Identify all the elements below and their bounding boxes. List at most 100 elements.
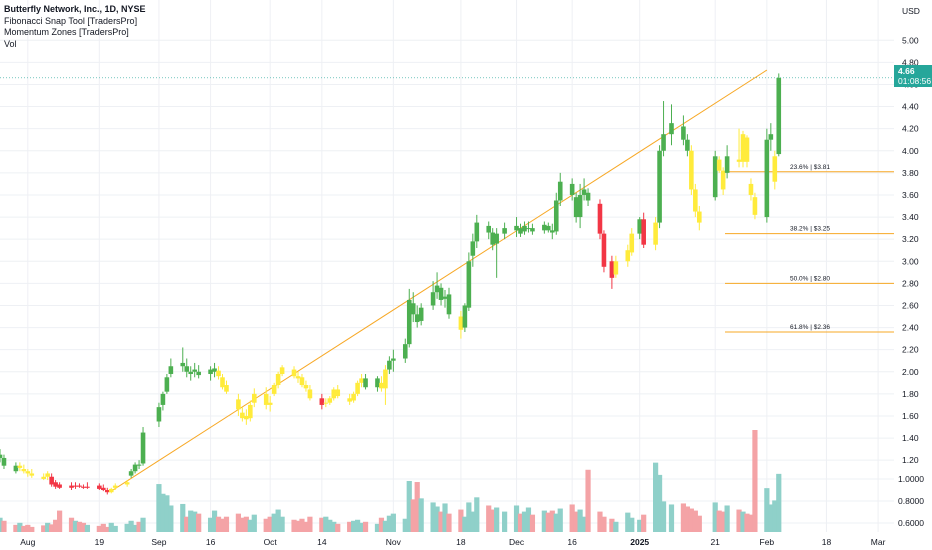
- volume-bar: [549, 510, 555, 532]
- candle-body: [406, 299, 412, 345]
- volume-bar: [625, 512, 631, 532]
- candle-body: [331, 389, 337, 399]
- volume-bar: [323, 516, 329, 532]
- volume-bar: [502, 511, 508, 532]
- candle-body: [104, 490, 110, 493]
- time-tick-label: Sep: [151, 537, 166, 547]
- candle-body: [248, 404, 253, 419]
- candle-body: [752, 197, 758, 215]
- volume-bar: [601, 516, 607, 532]
- candle-body: [387, 360, 392, 370]
- candle-body: [112, 485, 118, 488]
- candle-body: [379, 382, 384, 389]
- candle-body: [414, 314, 420, 323]
- volume-bar: [430, 502, 436, 532]
- candle-body: [192, 369, 197, 372]
- volume-bar: [140, 517, 146, 532]
- candle-body: [526, 228, 531, 230]
- candle-body: [546, 225, 551, 231]
- price-tick-label: 2.20: [902, 345, 919, 355]
- candle-body: [542, 224, 547, 231]
- time-tick-label: Feb: [760, 537, 775, 547]
- volume-bar: [442, 503, 448, 532]
- indicator-volume[interactable]: Vol: [4, 38, 17, 49]
- volume-bar: [438, 511, 444, 532]
- volume-bar: [696, 515, 702, 532]
- volume-bar: [744, 513, 750, 532]
- volume-bar: [112, 525, 118, 532]
- time-tick-label: Nov: [386, 537, 402, 547]
- candle-body: [17, 465, 23, 468]
- candle-body: [57, 484, 62, 488]
- time-tick-label: 18: [822, 537, 832, 547]
- volume-bar: [355, 519, 361, 532]
- time-tick-label: Mar: [871, 537, 886, 547]
- candle-body: [1, 457, 7, 466]
- candle-body: [768, 134, 774, 140]
- volume-bar: [529, 514, 536, 532]
- candle-body: [657, 150, 662, 223]
- volume-bar: [752, 430, 758, 532]
- volume-bar: [553, 513, 559, 532]
- volume-bar: [243, 516, 249, 532]
- volume-bar: [29, 526, 35, 532]
- volume-bar: [0, 517, 3, 532]
- candle-body: [669, 123, 674, 135]
- volume-bar: [434, 506, 440, 532]
- time-tick-label: 2025: [630, 537, 649, 547]
- last-price: 4.66: [898, 66, 915, 76]
- candle-body: [486, 225, 492, 233]
- candle-body: [355, 382, 360, 394]
- fib-level-label: 50.0% | $2.80: [790, 275, 830, 282]
- volume-bar: [307, 516, 313, 532]
- candle-body: [581, 189, 587, 195]
- candle-body: [689, 150, 694, 190]
- candle-body: [466, 261, 472, 308]
- volume-bar: [581, 516, 587, 532]
- candle-body: [335, 389, 341, 397]
- price-axis[interactable]: 5.004.804.604.404.204.003.803.603.403.20…: [898, 35, 924, 528]
- volume-bar: [291, 519, 297, 532]
- volume-bar: [215, 516, 222, 532]
- price-tick-label: 5.00: [902, 35, 919, 45]
- candle-body: [502, 228, 507, 234]
- candle-body: [625, 250, 631, 262]
- price-tick-label: 2.80: [902, 278, 919, 288]
- volume-bar: [637, 519, 643, 532]
- volume-bar: [1, 520, 7, 532]
- volume-bar: [207, 517, 214, 532]
- symbol-title[interactable]: Butterfly Network, Inc., 1D, NYSE: [4, 4, 146, 14]
- volume-bar: [108, 522, 114, 532]
- volume-bar: [192, 511, 198, 532]
- candle-body: [514, 225, 519, 231]
- indicator-momentum-zones[interactable]: Momentum Zones [TradersPro]: [4, 27, 129, 37]
- volume-bar: [362, 521, 369, 532]
- volume-bar: [275, 509, 281, 532]
- volume-bar: [251, 514, 257, 532]
- candle-body: [724, 156, 730, 173]
- price-tick-label: 2.60: [902, 300, 919, 310]
- candle-body: [744, 137, 750, 162]
- time-tick-label: 18: [456, 537, 466, 547]
- volume-bar: [72, 520, 79, 532]
- volume-bar: [49, 524, 55, 532]
- candle-body: [295, 376, 301, 379]
- candle-body: [470, 241, 476, 256]
- candle-body: [557, 181, 563, 201]
- candle-body: [323, 402, 329, 404]
- time-axis[interactable]: Aug 19 Sep 16 Oct 14 Nov 18 Dec 16 2025 21 Feb 18 Mar: [20, 537, 885, 547]
- candle-body: [637, 219, 643, 234]
- candle-body: [41, 476, 47, 479]
- candle-body: [13, 465, 19, 472]
- volume-bar: [299, 518, 305, 532]
- volume-bar: [525, 507, 532, 532]
- candle-body: [184, 366, 190, 372]
- volume-bar: [641, 514, 647, 532]
- candle-body: [97, 485, 102, 489]
- fib-level-label: 61.8% | $2.36: [790, 324, 830, 331]
- indicator-fibonacci[interactable]: Fibonacci Snap Tool [TradersPro]: [4, 15, 138, 26]
- volume-bar: [13, 524, 19, 532]
- volume-bar: [466, 502, 472, 532]
- time-tick-label: Oct: [264, 537, 278, 547]
